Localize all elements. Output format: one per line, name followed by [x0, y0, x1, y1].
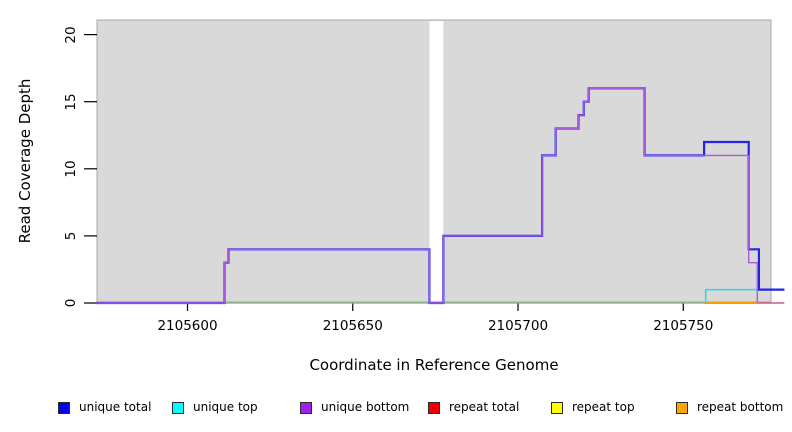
x-axis-title: Coordinate in Reference Genome [309, 356, 559, 374]
legend-swatch-icon [58, 402, 70, 414]
y-tick-label: 5 [63, 231, 79, 241]
unique-top-line [704, 288, 785, 304]
legend-label: unique total [79, 400, 152, 414]
x-tick-label: 2105750 [653, 318, 714, 334]
legend-swatch-icon [676, 402, 688, 414]
legend-label: repeat top [572, 400, 635, 414]
unique-bottom-line [96, 87, 758, 304]
x-tick-label: 2105650 [322, 318, 383, 334]
legend-label: unique bottom [321, 400, 410, 414]
legend-swatch-icon [428, 402, 440, 414]
x-tick-label: 2105600 [157, 318, 218, 334]
legend-label: repeat total [449, 400, 520, 414]
y-axis-title: Read Coverage Depth [16, 78, 34, 244]
y-tick-label: 0 [63, 298, 79, 308]
legend-swatch-icon [300, 402, 312, 414]
y-tick-label: 10 [63, 160, 79, 178]
legend-swatch-icon [172, 402, 184, 414]
y-tick-label: 15 [63, 93, 79, 111]
legend-label: repeat bottom [697, 400, 784, 414]
coverage-gap-band [429, 21, 444, 302]
legend-swatch-icon [551, 402, 563, 414]
y-tick-label: 20 [63, 26, 79, 44]
legend-label: unique top [193, 400, 258, 414]
legend: unique total unique top unique bottom repea… [0, 398, 792, 422]
x-tick-label: 2105700 [487, 318, 549, 334]
